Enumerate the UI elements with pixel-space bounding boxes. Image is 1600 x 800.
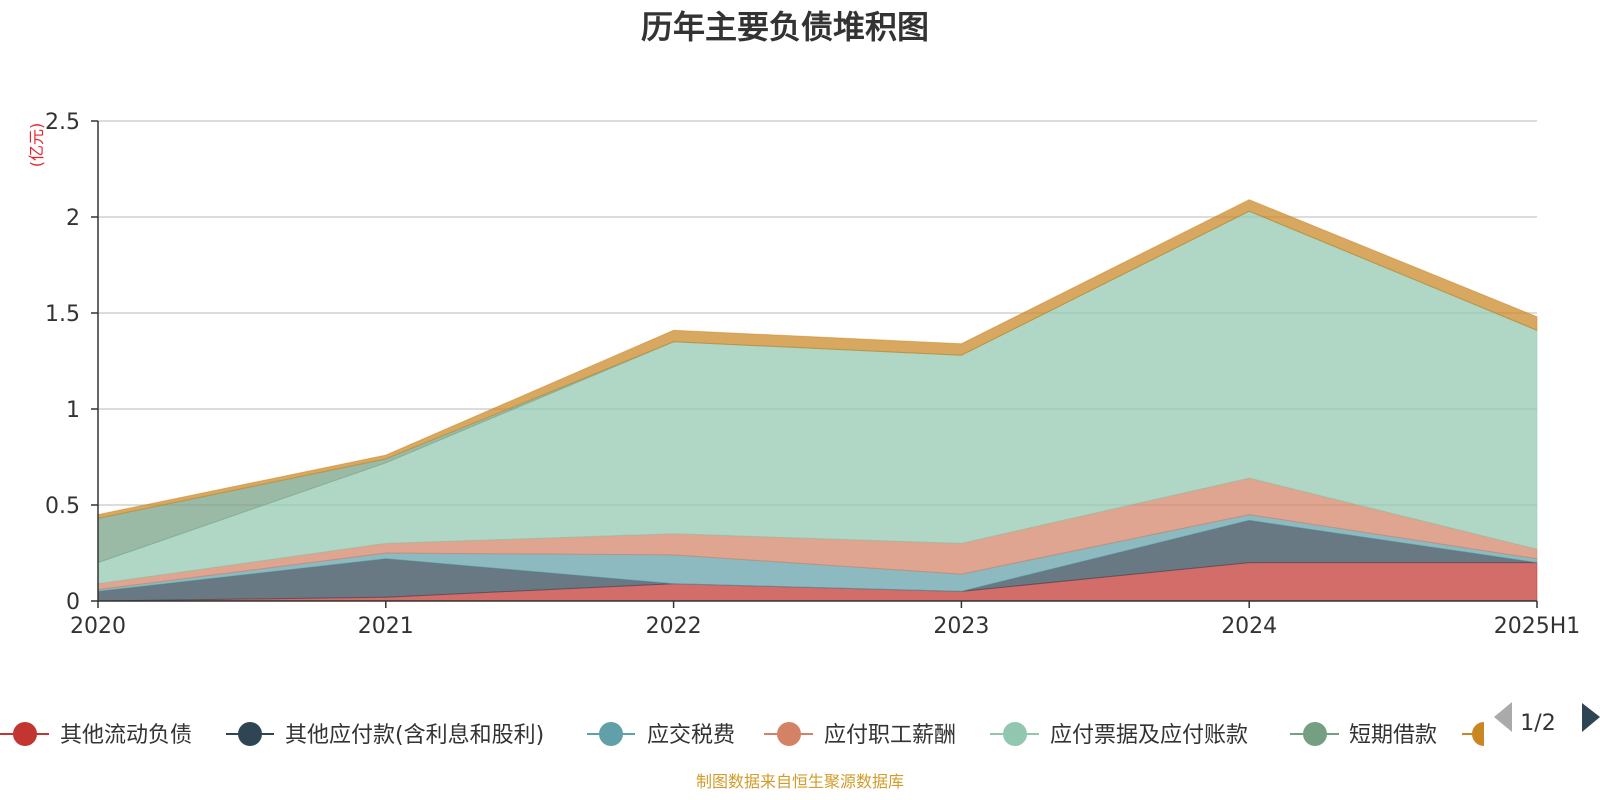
axes: 2020 2021 2022 2023 2024 2025H1 <box>70 120 1581 639</box>
legend-page-indicator: 1/2 <box>1520 711 1555 736</box>
legend-marker-icon <box>1472 722 1484 746</box>
legend-label: 其他应付款(含利息和股利) <box>285 723 544 748</box>
legend-item-2[interactable]: 应交税费 <box>587 722 735 748</box>
y-tick-label: 1 <box>66 398 80 423</box>
legend-pager: 1/2 <box>1494 702 1600 736</box>
legend-marker-icon <box>777 722 801 746</box>
legend-marker-icon <box>1003 722 1027 746</box>
legend-label: 应付票据及应付账款 <box>1050 723 1248 748</box>
legend-prev-page-icon[interactable] <box>1494 702 1512 732</box>
legend-marker-icon <box>1303 722 1327 746</box>
legend-label: 短期借款 <box>1349 723 1437 748</box>
y-tick-label: 1.5 <box>45 302 80 327</box>
legend-marker-icon <box>599 722 623 746</box>
stacked-areas <box>97 199 1538 602</box>
area-series-6[interactable] <box>97 199 1538 520</box>
x-tick-label: 2024 <box>1221 614 1277 639</box>
x-tick-label: 2023 <box>933 614 989 639</box>
legend-item-4[interactable]: 应付票据及应付账款 <box>990 722 1248 748</box>
legend-item-1[interactable]: 其他应付款(含利息和股利) <box>226 722 544 748</box>
y-axis-unit-label: (亿元) <box>27 123 46 168</box>
legend-item-5[interactable]: 短期借款 <box>1290 722 1437 748</box>
legend-item-3[interactable]: 应付职工薪酬 <box>764 722 956 748</box>
x-tick-label: 2020 <box>70 614 126 639</box>
legend-item-0[interactable]: 其他流动负债 <box>0 722 192 748</box>
x-tick-label: 2022 <box>646 614 702 639</box>
legend-item-6[interactable] <box>1462 722 1484 746</box>
y-tick-label: 2.5 <box>45 110 80 135</box>
y-tick-label: 0 <box>66 590 80 615</box>
y-tick-label: 0.5 <box>45 494 80 519</box>
legend-label: 应交税费 <box>647 723 735 748</box>
legend-next-page-icon[interactable] <box>1582 703 1600 732</box>
legend: 其他流动负债 其他应付款(含利息和股利) 应交税费 应付职工薪酬 应付票据及应付账款 短期… <box>0 722 1484 748</box>
y-tick-label: 2 <box>66 206 80 231</box>
legend-marker-icon <box>13 722 37 746</box>
legend-label: 应付职工薪酬 <box>824 723 956 748</box>
chart-title: 历年主要负债堆积图 <box>641 8 929 46</box>
x-tick-label: 2021 <box>358 614 414 639</box>
legend-label: 其他流动负债 <box>60 723 192 748</box>
legend-marker-icon <box>238 722 262 746</box>
x-tick-label: 2025H1 <box>1494 614 1581 639</box>
data-source-note: 制图数据来自恒生聚源数据库 <box>696 772 904 791</box>
